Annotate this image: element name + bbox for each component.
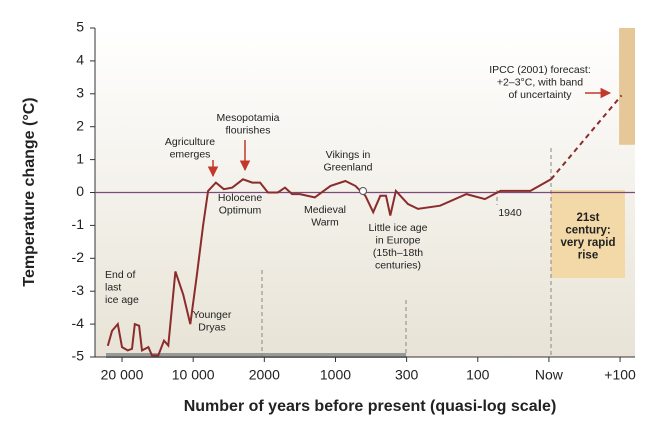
annotation: 1940 xyxy=(498,207,522,219)
annotation: very rapid xyxy=(561,237,616,249)
annotation: IPCC (2001) forecast: xyxy=(489,64,591,76)
x-tick-label: 1000 xyxy=(320,367,351,383)
annotation: Vikings in xyxy=(326,149,371,161)
annotation: 21st xyxy=(576,212,599,224)
annotation: ice age xyxy=(105,294,139,306)
x-tick-label: 10 000 xyxy=(172,367,215,383)
annotation: End of xyxy=(105,269,135,281)
annotation: last xyxy=(105,281,121,293)
annotation: Holocene xyxy=(218,192,263,204)
annotation: +2–3°C, with band xyxy=(497,76,583,88)
y-tick-label: 0 xyxy=(76,183,84,199)
annotation: Mesopotamia xyxy=(216,112,279,124)
annotation: Warm xyxy=(311,216,339,228)
x-tick-label: 20 000 xyxy=(101,367,144,383)
y-axis-label: Temperature change (°C) xyxy=(21,97,38,286)
y-tick-label: 5 xyxy=(76,19,84,35)
annotation: of uncertainty xyxy=(508,89,572,101)
annotation: Agriculture xyxy=(165,136,215,148)
y-tick-label: 3 xyxy=(76,85,84,101)
x-tick-label: 2000 xyxy=(249,367,280,383)
annotation: rise xyxy=(578,250,598,262)
annotation-box xyxy=(551,190,625,278)
arrows xyxy=(207,87,612,178)
y-tick-label: 2 xyxy=(76,117,84,133)
x-tick-label: +100 xyxy=(604,367,636,383)
x-tick-label: Now xyxy=(535,367,564,383)
annotation: Optimum xyxy=(219,204,262,216)
temperature-line xyxy=(550,94,623,180)
x-tick-label: 100 xyxy=(466,367,490,383)
y-tick-label: -1 xyxy=(72,216,85,232)
y-tick-label: 1 xyxy=(76,150,84,166)
range-bar xyxy=(106,353,406,358)
y-tick-label: -3 xyxy=(72,282,85,298)
annotation: centuries) xyxy=(375,259,421,271)
annotation: Medieval xyxy=(304,204,346,216)
marker-dot xyxy=(359,187,367,195)
x-tick-label: 300 xyxy=(395,367,419,383)
annotation: Younger xyxy=(193,309,232,321)
annotation: flourishes xyxy=(226,124,271,136)
annotation: Dryas xyxy=(198,321,225,333)
annotation: in Europe xyxy=(376,234,421,246)
annotation: Greenland xyxy=(323,161,372,173)
annotation: (15th–18th xyxy=(373,247,423,259)
y-tick-label: -4 xyxy=(72,315,85,331)
y-tick-label: -2 xyxy=(72,249,85,265)
x-axis-label: Number of years before present (quasi-lo… xyxy=(184,398,557,415)
annotation: emerges xyxy=(170,148,211,160)
annotation: century: xyxy=(565,225,610,237)
y-tick-label: -5 xyxy=(72,348,85,364)
uncertainty-band xyxy=(619,28,635,145)
y-tick-label: 4 xyxy=(76,52,84,68)
temperature-line xyxy=(106,178,552,357)
annotation: Little ice age xyxy=(369,222,428,234)
